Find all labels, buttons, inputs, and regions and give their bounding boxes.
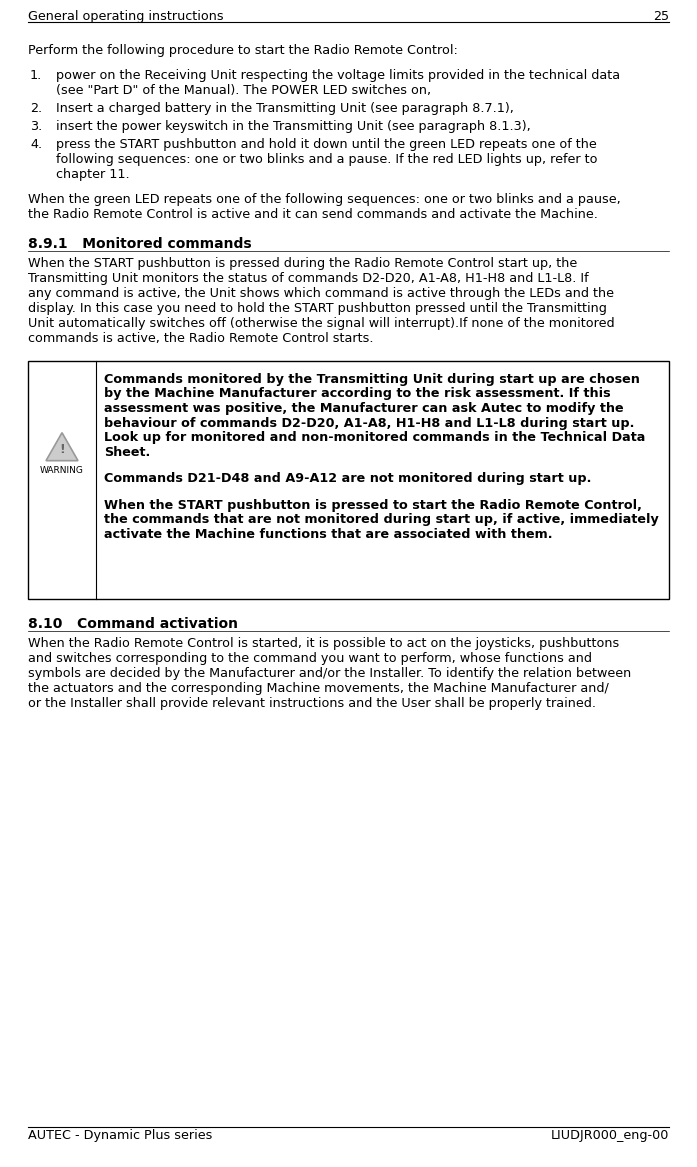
Text: the commands that are not monitored during start up, if active, immediately: the commands that are not monitored duri…: [104, 513, 659, 526]
Text: commands is active, the Radio Remote Control starts.: commands is active, the Radio Remote Con…: [28, 331, 374, 345]
Text: by the Machine Manufacturer according to the risk assessment. If this: by the Machine Manufacturer according to…: [104, 387, 611, 400]
Text: chapter 11.: chapter 11.: [56, 168, 130, 181]
Text: When the START pushbutton is pressed to start the Radio Remote Control,: When the START pushbutton is pressed to …: [104, 498, 642, 511]
Text: Look up for monitored and non-monitored commands in the Technical Data: Look up for monitored and non-monitored …: [104, 431, 645, 443]
Text: 25: 25: [653, 11, 669, 23]
Text: Perform the following procedure to start the Radio Remote Control:: Perform the following procedure to start…: [28, 44, 458, 57]
Text: insert the power keyswitch in the Transmitting Unit (see paragraph 8.1.3),: insert the power keyswitch in the Transm…: [56, 120, 530, 133]
Text: Insert a charged battery in the Transmitting Unit (see paragraph 8.7.1),: Insert a charged battery in the Transmit…: [56, 102, 514, 116]
Text: When the green LED repeats one of the following sequences: one or two blinks and: When the green LED repeats one of the fo…: [28, 193, 621, 207]
Text: When the Radio Remote Control is started, it is possible to act on the joysticks: When the Radio Remote Control is started…: [28, 637, 619, 650]
Text: !: !: [59, 443, 65, 456]
Text: 1.: 1.: [30, 69, 43, 82]
Text: LIUDJR000_eng-00: LIUDJR000_eng-00: [551, 1128, 669, 1142]
Text: the actuators and the corresponding Machine movements, the Machine Manufacturer : the actuators and the corresponding Mach…: [28, 682, 608, 696]
Text: 3.: 3.: [30, 120, 43, 133]
Text: 8.9.1   Monitored commands: 8.9.1 Monitored commands: [28, 237, 252, 251]
Text: WARNING: WARNING: [40, 466, 84, 475]
Text: Unit automatically switches off (otherwise the signal will interrupt).If none of: Unit automatically switches off (otherwi…: [28, 317, 615, 330]
Text: (see "Part D" of the Manual). The POWER LED switches on,: (see "Part D" of the Manual). The POWER …: [56, 84, 431, 97]
Text: power on the Receiving Unit respecting the voltage limits provided in the techni: power on the Receiving Unit respecting t…: [56, 69, 620, 82]
Text: When the START pushbutton is pressed during the Radio Remote Control start up, t: When the START pushbutton is pressed dur…: [28, 257, 577, 270]
Text: 2.: 2.: [30, 102, 42, 116]
Text: AUTEC - Dynamic Plus series: AUTEC - Dynamic Plus series: [28, 1128, 213, 1142]
Text: Commands monitored by the Transmitting Unit during start up are chosen: Commands monitored by the Transmitting U…: [104, 373, 640, 386]
Text: assessment was positive, the Manufacturer can ask Autec to modify the: assessment was positive, the Manufacture…: [104, 401, 624, 415]
Text: 8.10   Command activation: 8.10 Command activation: [28, 617, 238, 631]
Text: display. In this case you need to hold the START pushbutton pressed until the Tr: display. In this case you need to hold t…: [28, 302, 607, 315]
Polygon shape: [46, 433, 78, 461]
Text: activate the Machine functions that are associated with them.: activate the Machine functions that are …: [104, 527, 553, 540]
Bar: [28, 361, 669, 599]
Text: symbols are decided by the Manufacturer and/or the Installer. To identify the re: symbols are decided by the Manufacturer …: [28, 668, 631, 680]
Text: following sequences: one or two blinks and a pause. If the red LED lights up, re: following sequences: one or two blinks a…: [56, 153, 597, 166]
Text: 4.: 4.: [30, 138, 42, 151]
Text: or the Installer shall provide relevant instructions and the User shall be prope: or the Installer shall provide relevant …: [28, 697, 596, 710]
Text: Sheet.: Sheet.: [104, 446, 151, 459]
Text: press the START pushbutton and hold it down until the green LED repeats one of t: press the START pushbutton and hold it d…: [56, 138, 597, 151]
Text: behaviour of commands D2-D20, A1-A8, H1-H8 and L1-L8 during start up.: behaviour of commands D2-D20, A1-A8, H1-…: [104, 417, 634, 429]
Text: and switches corresponding to the command you want to perform, whose functions a: and switches corresponding to the comman…: [28, 652, 592, 665]
Text: General operating instructions: General operating instructions: [28, 11, 224, 23]
Text: any command is active, the Unit shows which command is active through the LEDs a: any command is active, the Unit shows wh…: [28, 287, 614, 300]
Text: the Radio Remote Control is active and it can send commands and activate the Mac: the Radio Remote Control is active and i…: [28, 208, 598, 221]
Text: Transmitting Unit monitors the status of commands D2-D20, A1-A8, H1-H8 and L1-L8: Transmitting Unit monitors the status of…: [28, 272, 589, 285]
Text: Commands D21-D48 and A9-A12 are not monitored during start up.: Commands D21-D48 and A9-A12 are not moni…: [104, 471, 591, 485]
